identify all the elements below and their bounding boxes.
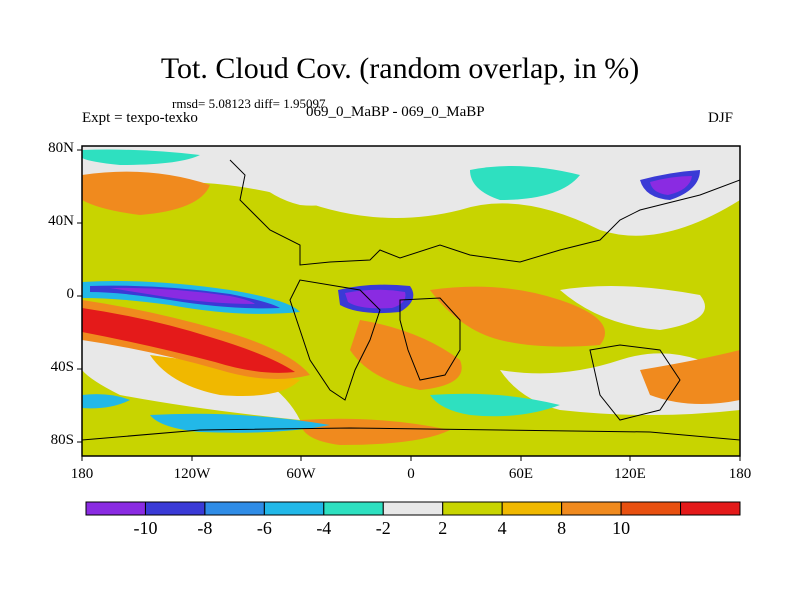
colorbar-swatch xyxy=(501,501,563,516)
region-positive-orange xyxy=(430,286,605,347)
colorbar-label: -4 xyxy=(316,518,332,538)
colorbar-label: 4 xyxy=(497,518,507,538)
lon-label: 120E xyxy=(614,466,646,482)
region-positive-orange xyxy=(82,171,210,215)
colorbar-swatch xyxy=(680,501,741,516)
colorbar-label: -2 xyxy=(375,518,391,538)
stats-text: rmsd= 5.08123 diff= 1.95097 xyxy=(172,96,326,111)
lat-label: 40S xyxy=(50,359,74,375)
colorbar-swatch xyxy=(144,501,206,516)
colorbar-label: -10 xyxy=(133,518,158,538)
region-positive-orange xyxy=(640,350,740,404)
colorbar-swatch xyxy=(263,501,325,516)
map-title: Tot. Cloud Cov. (random overlap, in %) xyxy=(160,52,640,85)
region-negative xyxy=(470,166,580,200)
region-positive-orange xyxy=(350,320,462,390)
lon-label: 180 xyxy=(728,466,752,482)
region-negative xyxy=(430,393,560,417)
colorbar-swatch xyxy=(442,501,503,516)
region-neutral xyxy=(560,286,705,330)
season-label: DJF xyxy=(708,110,734,126)
lat-label: 80N xyxy=(48,140,74,156)
lon-label: 120W xyxy=(173,466,211,482)
region-negative xyxy=(345,289,406,309)
field-layer xyxy=(82,146,740,456)
colorbar-swatch xyxy=(204,501,265,516)
colorbar-swatch xyxy=(85,501,146,516)
colorbar-label: 10 xyxy=(612,518,631,538)
colorbar-swatch xyxy=(382,501,444,516)
experiment-label: Expt = texpo-texko xyxy=(82,110,198,126)
colorbar-swatch xyxy=(561,501,622,516)
region-negative xyxy=(82,394,130,409)
colorbar-label: -6 xyxy=(256,518,272,538)
region-neutral xyxy=(240,157,360,206)
tick-marks xyxy=(77,149,741,461)
lat-label: 40N xyxy=(48,213,74,229)
comparison-label: 069_0_MaBP - 069_0_MaBP xyxy=(306,104,485,120)
region-negative xyxy=(110,287,255,304)
lat-label: 0 xyxy=(66,286,75,302)
region-negative xyxy=(150,413,330,433)
coastlines xyxy=(82,159,740,441)
region-positive-red xyxy=(82,308,295,373)
colorbar xyxy=(85,501,741,516)
region-negative xyxy=(82,149,200,165)
colorbar-swatch xyxy=(620,501,682,516)
lat-label: 80S xyxy=(50,432,74,448)
colorbar-label: 2 xyxy=(438,518,448,538)
region-positive-orange xyxy=(300,418,450,445)
colorbar-swatch xyxy=(323,501,384,516)
colorbar-label: -8 xyxy=(197,518,213,538)
lon-label: 60E xyxy=(508,466,534,482)
lon-label: 60W xyxy=(286,466,316,482)
region-positive-orange xyxy=(150,355,300,396)
region-negative xyxy=(650,176,692,195)
colorbar-label: 8 xyxy=(557,518,567,538)
lon-label: 0 xyxy=(407,466,415,482)
lon-label: 180 xyxy=(70,466,94,482)
